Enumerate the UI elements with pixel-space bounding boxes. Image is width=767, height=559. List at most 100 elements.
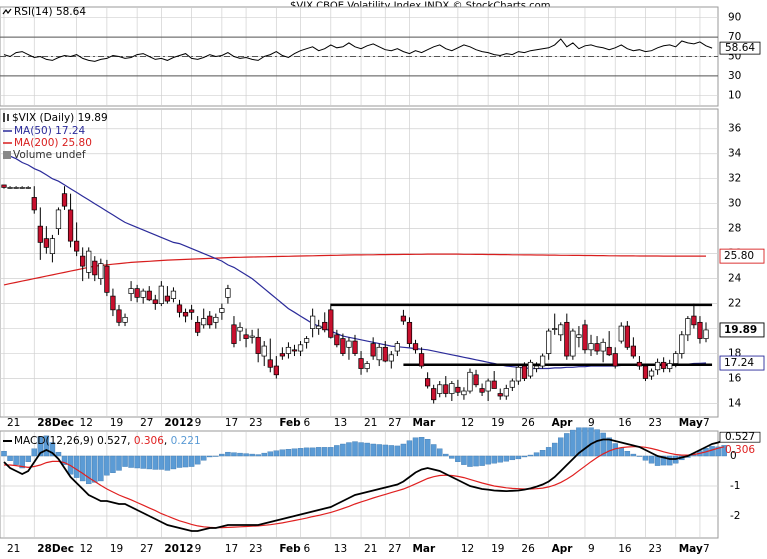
macd-x-tick-label: May [679,543,703,555]
macd-histogram-bar [213,455,219,457]
candle-body [334,334,340,346]
price-x-tick-label: 28Dec [37,417,74,429]
candle-body [195,321,201,333]
macd-histogram-bar [473,455,479,467]
candle-body [630,345,636,357]
candle-body [467,371,473,392]
rsi-y-tick-label: 70 [728,31,741,43]
macd-histogram-bar [545,447,552,457]
price-y-tick-label: 22 [728,298,741,310]
macd-histogram-bar [49,442,56,457]
rsi-line [3,38,713,62]
candle-body [406,321,413,344]
macd-histogram-bar [122,455,128,467]
candle-body [364,363,370,369]
macd-x-tick-label: 23 [648,543,661,555]
macd-legend-name: MACD(12,26,9) [14,435,94,447]
candle-body [606,346,612,356]
candle-body [394,343,400,352]
macd-histogram-bar [146,455,152,470]
rsi-value-box [719,41,761,55]
macd-histogram-bar [509,455,516,461]
price-x-tick-label: 7 [703,417,710,429]
price-y-tick-label: 36 [728,123,742,135]
candle-body [267,359,273,368]
candle-body [400,315,407,322]
macd-histogram-bar [654,455,661,466]
candle-body [503,388,509,397]
macd-histogram-bar [376,444,382,457]
rsi-y-tick-label: 10 [728,89,741,101]
macd-histogram-bar [624,451,631,457]
macd-histogram-bar [358,442,364,457]
candle-body [443,384,449,394]
ma200-legend-text: MA(200) 25.80 [14,137,92,149]
macd-histogram-bar [370,443,376,457]
macd-histogram-bar [182,455,189,468]
macd-histogram-bar [1,451,7,457]
candle-body [594,343,600,352]
candle-body [37,225,43,243]
candle-body [328,309,334,338]
macd-histogram-bar [648,455,655,464]
price-x-tick-label: 21 [7,417,20,429]
price-y-tick-label: 30 [728,198,741,210]
macd-histogram-bar [334,445,340,457]
chart-candles-icon [3,113,9,122]
price-x-tick-label: 2012 [164,417,193,429]
macd-x-tick-label: 19 [110,543,123,555]
candle-body [322,321,328,331]
macd-y-tick-label: -1 [730,480,740,492]
macd-x-tick-label: Feb [279,543,301,555]
macd-histogram-bar [497,455,503,463]
candle-body [122,316,128,323]
macd-x-tick-label: 27 [388,543,401,555]
macd-value-label: 0.527 [725,431,755,443]
macd-x-tick-label: 12 [80,543,93,555]
ma200-line [3,253,706,286]
candle-body [449,383,455,394]
candle-body [116,309,122,323]
price-x-tick-label: 23 [249,417,262,429]
macd-histogram-bar [158,455,165,470]
macd-histogram-bar [400,443,407,457]
candle-body [582,324,588,351]
last-price-box [719,322,765,338]
macd-histogram-bar [164,455,171,471]
candle-body [539,355,546,367]
candle-body [600,341,606,352]
candle-body [340,338,346,354]
macd-y-tick-label: -2 [730,510,740,522]
macd-histogram-bar [406,440,413,457]
candle-body [110,295,116,311]
candle-body [1,184,7,188]
candle-body [346,340,352,348]
price-x-tick-label: 9 [195,417,202,429]
candle-body [231,324,237,344]
price-panel [0,108,719,418]
macd-histogram-bar [55,451,62,457]
macd-histogram-bar [321,447,328,457]
macd-x-tick-label: 12 [461,543,474,555]
macd-histogram-bar [219,453,225,457]
macd-histogram-bar [412,437,419,457]
macd-histogram-bar [231,452,237,457]
candle-body [697,321,703,339]
macd-histogram-bar [19,455,25,469]
price-y-tick-label: 28 [728,223,741,235]
candle-body [128,288,134,294]
macd-legend-macd: 0.527 [97,435,127,447]
macd-x-tick-label: 17 [225,543,238,555]
price-y-tick-label: 24 [728,273,742,285]
candle-body [703,329,709,339]
candle-body [691,315,697,326]
candle-body [74,240,80,252]
macd-x-tick-label: 9 [195,543,202,555]
candle-body [673,353,679,364]
candle-body [661,361,667,369]
candle-body [576,334,582,338]
macd-x-tick-label: 28Dec [37,543,74,555]
macd-histogram-bar [630,453,637,457]
macd-histogram-bar [382,444,389,457]
